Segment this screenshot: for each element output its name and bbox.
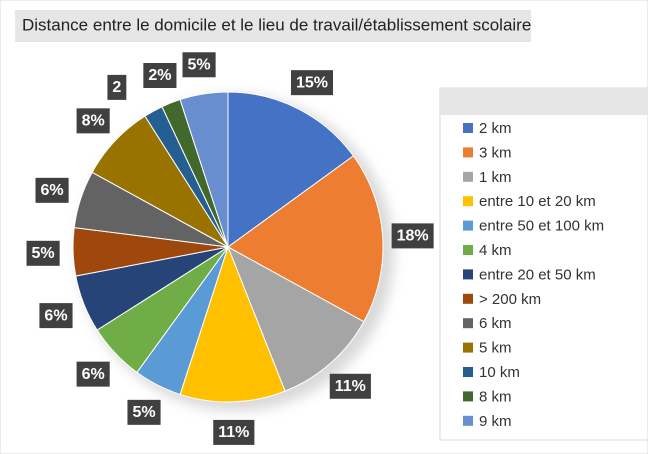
data-label: 18% bbox=[397, 228, 429, 245]
data-label-box bbox=[127, 399, 161, 425]
legend-label: 6 km bbox=[479, 315, 512, 332]
legend-label: 5 km bbox=[479, 340, 512, 357]
legend-swatch bbox=[463, 147, 473, 158]
legend-swatch bbox=[463, 269, 473, 280]
data-label: 5% bbox=[187, 56, 210, 73]
legend-label: > 200 km bbox=[479, 291, 541, 308]
legend-label: entre 10 et 20 km bbox=[479, 193, 596, 210]
legend-swatch bbox=[463, 391, 473, 402]
legend-swatch bbox=[463, 220, 473, 231]
legend-swatch bbox=[463, 196, 473, 207]
data-label-box bbox=[143, 62, 177, 88]
title-box bbox=[15, 10, 531, 42]
pie-slice bbox=[179, 91, 229, 248]
legend-swatch bbox=[463, 415, 473, 426]
data-label-box bbox=[39, 303, 73, 329]
data-label: 6% bbox=[40, 182, 63, 199]
legend-swatch bbox=[463, 318, 473, 329]
legend-box bbox=[439, 87, 648, 441]
data-label-box bbox=[290, 70, 334, 96]
legend-label: 10 km bbox=[479, 364, 520, 381]
data-label-box bbox=[213, 419, 255, 445]
legend-swatch bbox=[463, 342, 473, 353]
legend-header bbox=[440, 88, 648, 115]
legend-label: 1 km bbox=[479, 169, 512, 186]
data-label-box bbox=[76, 361, 110, 387]
legend-label: entre 50 et 100 km bbox=[479, 218, 604, 235]
data-label: 2 bbox=[112, 79, 121, 96]
pie-slice bbox=[227, 245, 365, 392]
legend-swatch bbox=[463, 293, 473, 304]
legend-label: 9 km bbox=[479, 413, 512, 430]
data-label: 2% bbox=[148, 67, 171, 84]
legend-swatch bbox=[463, 171, 473, 182]
legend-label: 4 km bbox=[479, 242, 512, 259]
legend-swatch bbox=[463, 367, 473, 377]
data-label: 15% bbox=[296, 74, 328, 91]
pie-slice bbox=[227, 91, 355, 248]
data-label: 8% bbox=[82, 113, 105, 130]
data-label: 5% bbox=[132, 404, 155, 421]
legend-label: 3 km bbox=[479, 144, 512, 161]
legend-label: entre 20 et 50 km bbox=[479, 266, 596, 283]
pie-slice bbox=[179, 245, 286, 403]
data-label: 5% bbox=[32, 245, 55, 262]
pie-slice bbox=[227, 155, 384, 323]
data-label-box bbox=[26, 240, 60, 266]
legend-label: 8 km bbox=[479, 388, 512, 405]
legend-swatch bbox=[463, 123, 473, 133]
data-label: 6% bbox=[82, 366, 105, 383]
data-label-box bbox=[76, 108, 110, 134]
legend-swatch bbox=[463, 245, 473, 255]
data-label: 11% bbox=[335, 378, 366, 395]
data-label: 6% bbox=[44, 307, 67, 324]
chart-title: Distance entre le domicile et le lieu de… bbox=[22, 15, 531, 34]
data-label-box bbox=[35, 177, 69, 203]
data-label: 11% bbox=[218, 424, 249, 441]
data-label-box bbox=[107, 74, 127, 100]
legend-label: 2 km bbox=[479, 120, 512, 137]
data-label-box bbox=[182, 52, 216, 78]
data-label-box bbox=[391, 223, 434, 249]
data-label-box bbox=[329, 373, 371, 399]
